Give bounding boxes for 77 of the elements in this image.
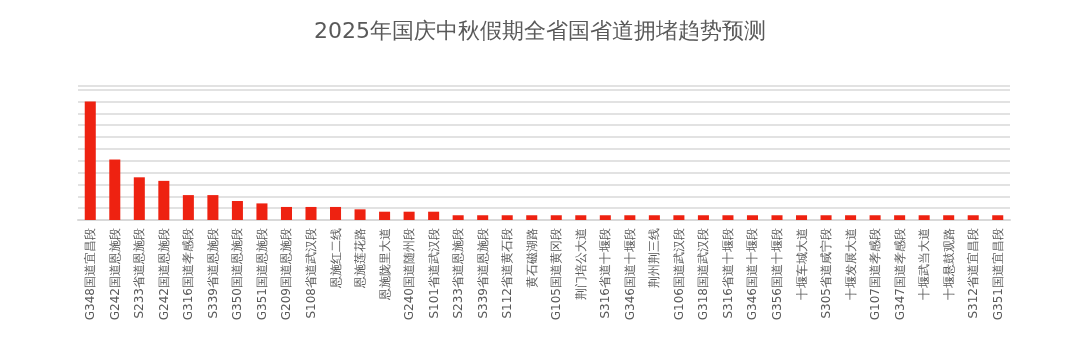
bar — [550, 215, 562, 220]
bar — [648, 215, 660, 220]
x-tick-label: 十堰发展大道 — [843, 228, 858, 300]
x-tick-label: G106国道武汉段 — [671, 228, 686, 321]
x-tick-label: G356国道十堰段 — [770, 228, 784, 321]
bar — [575, 215, 587, 220]
bar — [379, 211, 391, 220]
x-tick-label: G351国道宜昌段 — [990, 228, 1005, 321]
x-tick-label: G242国道恩施段 — [107, 228, 122, 321]
bar — [207, 195, 219, 220]
x-tick-label: G242国道恩施段 — [156, 228, 171, 321]
bar — [280, 206, 292, 220]
x-tick-label: S305省道咸宁段 — [819, 228, 834, 319]
bar — [967, 215, 979, 220]
x-tick-label: G316国道孝感段 — [181, 228, 196, 321]
bar — [943, 215, 955, 220]
x-tick-label: 恩施陇里大道 — [377, 228, 392, 301]
x-tick-label: S233省道恩施段 — [132, 228, 147, 319]
x-tick-label: 黄石磁湖路 — [524, 228, 539, 288]
x-tick-label: G346国道十堰段 — [745, 228, 760, 321]
bar — [845, 215, 857, 220]
x-tick-label: S339省道恩施段 — [475, 228, 490, 319]
bar — [599, 215, 611, 220]
bar — [501, 215, 513, 220]
bar — [771, 215, 783, 220]
bar — [354, 209, 366, 220]
x-tick-label: 恩施莲花路 — [353, 228, 368, 289]
bar — [746, 215, 758, 220]
x-tick-label: 荆州荆三线 — [647, 228, 662, 288]
bar — [722, 215, 734, 220]
x-tick-label: G348国道宜昌段 — [83, 228, 98, 321]
bar — [133, 177, 145, 220]
bar — [869, 215, 881, 220]
bar — [109, 159, 121, 220]
bar — [403, 211, 415, 220]
x-tick-label: S316省道十堰段 — [720, 228, 735, 319]
x-tick-label: S339省道恩施段 — [205, 228, 220, 319]
bar — [452, 215, 464, 220]
bar — [624, 215, 636, 220]
x-tick-label: G350国道恩施段 — [230, 228, 245, 321]
bar — [231, 201, 243, 220]
x-tick-label: G240国道随州段 — [402, 228, 417, 321]
bar — [796, 215, 808, 220]
x-tick-label: 十堰悬鼓观路 — [941, 228, 956, 300]
bar — [526, 215, 538, 220]
x-tick-label: 十堰车城大道 — [794, 228, 809, 300]
x-tick-label: G318国道武汉段 — [696, 228, 711, 321]
bar — [84, 101, 96, 220]
bar — [918, 215, 930, 220]
x-tick-label: G107国道孝感段 — [868, 228, 883, 321]
x-tick-label: S316省道十堰段 — [598, 228, 613, 319]
bar — [330, 206, 342, 220]
bar — [158, 180, 170, 220]
x-tick-label: S312省道宜昌段 — [966, 228, 981, 319]
bar — [305, 206, 317, 220]
x-tick-label: S112省道黄石段 — [500, 228, 515, 319]
bar — [697, 215, 709, 220]
x-tick-label: S108省道武汉段 — [304, 228, 318, 319]
x-tick-label: 恩施红二线 — [328, 228, 343, 289]
bar — [992, 215, 1004, 220]
x-tick-label: 荆门培公大道 — [573, 228, 588, 300]
x-tick-label: G209国道恩施段 — [279, 228, 294, 321]
chart-title: 2025年国庆中秋假期全省国省道拥堵趋势预测 — [314, 17, 766, 43]
bar — [673, 215, 685, 220]
x-tick-label: 十堰武当大道 — [917, 228, 932, 300]
bar — [428, 211, 440, 220]
bar — [256, 203, 268, 220]
x-tick-label: S101省道武汉段 — [426, 228, 441, 319]
x-tick-label: G347国道孝感段 — [892, 228, 907, 321]
bar — [477, 215, 489, 220]
bar — [894, 215, 906, 220]
x-tick-label: G346国道十堰段 — [622, 228, 637, 321]
x-tick-label: G351国道恩施段 — [254, 228, 269, 321]
bar — [182, 195, 194, 220]
x-tick-label: G105国道黄冈段 — [549, 228, 564, 321]
bar — [820, 215, 832, 220]
x-tick-label: S233省道恩施段 — [451, 228, 466, 319]
